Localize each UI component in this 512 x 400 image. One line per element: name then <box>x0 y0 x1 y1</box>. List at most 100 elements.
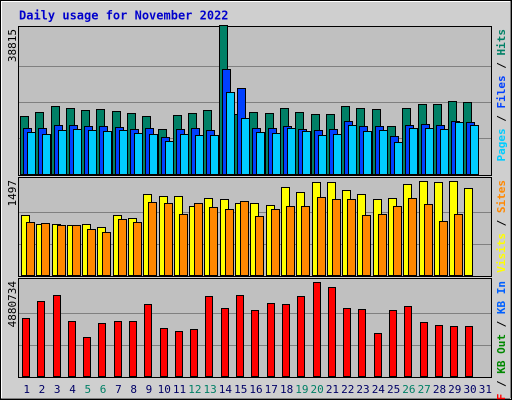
panel-1: 38815 Pages / Files / Hits <box>6 25 508 176</box>
pages-bar <box>470 125 479 175</box>
pages-bar <box>394 142 403 175</box>
pages-bar <box>256 132 265 175</box>
kb-f-bar <box>297 296 305 377</box>
day-label: 25 <box>387 383 400 396</box>
pages-bar <box>103 131 112 175</box>
pages-bar <box>180 134 189 175</box>
sites-bar <box>317 197 326 276</box>
day-label: 24 <box>372 383 386 396</box>
sites-bar <box>424 204 433 276</box>
kb-f-bar <box>420 322 428 377</box>
sites-bar <box>271 209 280 276</box>
kb-f-bar <box>175 331 183 377</box>
kb-f-bar <box>374 333 382 377</box>
day-label: 20 <box>311 383 324 396</box>
day-label: 8 <box>130 383 137 396</box>
pages-bar <box>119 130 128 175</box>
pages-bar <box>241 118 250 175</box>
pages-bar <box>149 134 158 175</box>
day-label: 7 <box>115 383 122 396</box>
pages-bar <box>134 133 143 175</box>
sites-bar <box>408 198 417 276</box>
sites-bar <box>26 222 35 276</box>
kb-f-bar <box>22 318 30 377</box>
panel-2: 1497 Visits / Sites <box>6 177 508 277</box>
panel-2-max-label: 1497 <box>6 180 19 207</box>
kb-f-bar <box>236 295 244 377</box>
kb-f-bar <box>205 296 213 377</box>
pages-bar <box>73 129 82 175</box>
kb-f-bar <box>328 287 336 377</box>
sites-bar <box>148 202 157 276</box>
sites-bar <box>133 222 142 276</box>
sites-bar <box>286 206 295 276</box>
kb-f-bar <box>282 304 290 377</box>
pages-bar <box>165 141 174 175</box>
chart-title: Daily usage for November 2022 <box>19 9 229 23</box>
kb-f-bar <box>114 321 122 377</box>
kb-f-bar <box>53 295 61 377</box>
legend-entry: KB F <box>495 394 508 400</box>
pages-bar <box>455 122 464 175</box>
day-label: 30 <box>463 383 476 396</box>
pages-bar <box>318 135 327 175</box>
day-label: 21 <box>326 383 339 396</box>
kb-f-bar <box>251 310 259 377</box>
sites-bar <box>72 225 81 276</box>
legend-entry: KB In <box>495 281 508 314</box>
day-label: 31 <box>479 383 492 396</box>
day-label: 23 <box>356 383 369 396</box>
kb-f-bar <box>37 301 45 377</box>
pages-bar <box>226 92 235 175</box>
day-label: 4 <box>69 383 76 396</box>
day-label: 18 <box>280 383 293 396</box>
panel-2-legend: Visits / Sites <box>495 180 508 273</box>
day-label: 2 <box>39 383 46 396</box>
day-label: 29 <box>448 383 461 396</box>
day-label: 9 <box>146 383 153 396</box>
day-label: 15 <box>234 383 247 396</box>
legend-entry: / <box>495 213 508 233</box>
day-label: 12 <box>188 383 201 396</box>
pages-bar <box>195 135 204 175</box>
sites-bar <box>393 206 402 276</box>
legend-entry: / <box>495 374 508 394</box>
day-label: 13 <box>204 383 217 396</box>
panel-1-max-label: 38815 <box>6 29 19 62</box>
pages-bar <box>27 132 36 175</box>
day-label: 3 <box>54 383 61 396</box>
pages-bar <box>58 130 67 175</box>
series-kb-f <box>22 282 473 377</box>
day-label: 28 <box>433 383 446 396</box>
kb-f-bar <box>404 306 412 377</box>
legend-entry: KB Out <box>495 334 508 374</box>
kb-f-bar <box>144 304 152 377</box>
pages-bar <box>379 130 388 175</box>
day-label: 5 <box>84 383 91 396</box>
day-label: 11 <box>173 383 186 396</box>
pages-bar <box>302 131 311 175</box>
kb-f-bar <box>450 326 458 377</box>
sites-bar <box>118 219 127 276</box>
pages-bar <box>363 131 372 175</box>
pages-bar <box>42 134 51 175</box>
kb-f-bar <box>358 309 366 377</box>
kb-f-bar <box>190 329 198 377</box>
day-label: 1 <box>23 383 30 396</box>
kb-f-bar <box>435 325 443 377</box>
panel-3-legend: KB F / KB Out / KB In <box>495 281 508 400</box>
series-sites <box>26 197 463 276</box>
sites-bar <box>102 232 111 276</box>
day-label: 19 <box>295 383 308 396</box>
legend-entry: Visits <box>495 233 508 273</box>
sites-bar <box>41 223 50 276</box>
pages-bar <box>348 125 357 175</box>
pages-bar <box>333 134 342 175</box>
sites-bar <box>87 229 96 276</box>
kb-f-bar <box>68 321 76 377</box>
kb-f-bar <box>98 323 106 377</box>
day-label: 6 <box>100 383 107 396</box>
sites-bar <box>57 225 66 276</box>
visits-bar <box>464 188 473 276</box>
